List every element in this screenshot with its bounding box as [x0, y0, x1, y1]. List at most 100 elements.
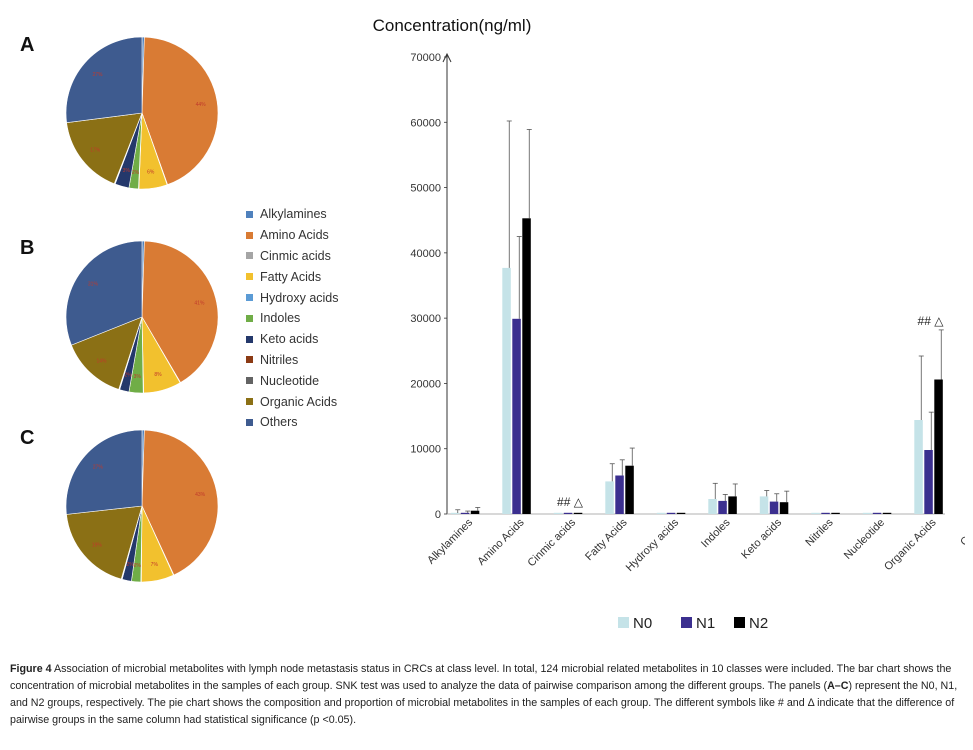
- x-tick-label: Cinmic acids: [526, 516, 579, 569]
- bar: [605, 481, 614, 514]
- legend-swatch: [246, 314, 253, 322]
- legend-item: Alkylamines: [246, 204, 339, 225]
- pie-chart-b: 41% 8% 3%2% 14% 31%: [65, 240, 219, 394]
- bar: [615, 475, 624, 514]
- pie-slice-label: 19%: [92, 542, 103, 548]
- caption-text-1: Association of microbial metabolites wit…: [10, 663, 952, 692]
- bar-legend-label: N2: [749, 615, 768, 632]
- x-tick-label: Indoles: [699, 516, 733, 550]
- legend-swatch: [246, 418, 253, 426]
- legend-swatch: [246, 398, 253, 406]
- legend-swatch: [246, 231, 253, 239]
- pie-slice-label: 31%: [88, 282, 99, 288]
- pie-slice-label: 41%: [194, 300, 205, 306]
- bar-chart: Concentration(ng/ml) 0 10000 20000 30000 4000…: [373, 16, 965, 632]
- legend-label: Indoles: [260, 311, 301, 326]
- bar: [718, 500, 727, 514]
- legend-item: Cinmic acids: [246, 246, 339, 267]
- bar: [779, 502, 789, 514]
- bar: [759, 496, 769, 514]
- pie-slice-label: 6%: [147, 170, 155, 176]
- pie-slice: [65, 36, 143, 123]
- x-tick-label: Alkylamines: [425, 516, 475, 566]
- y-tick-label: 20000: [410, 378, 441, 390]
- legend-item: Amino Acids: [246, 225, 339, 246]
- pie-slice: [66, 112, 143, 185]
- bar: [470, 510, 480, 514]
- bar: [831, 512, 840, 514]
- bar: [573, 512, 583, 514]
- bar: [862, 512, 872, 514]
- pie-slice: [141, 429, 219, 576]
- legend-swatch: [246, 210, 253, 218]
- legend-item: Hydroxy acids: [246, 287, 339, 308]
- figure-caption: Figure 4 Association of microbial metabo…: [10, 661, 962, 729]
- panel-label-b: B: [20, 237, 35, 259]
- legend-swatch: [246, 294, 253, 302]
- bar: [934, 379, 943, 514]
- bar-legend-swatch: [618, 617, 629, 628]
- caption-text-2: ) represent the N0, N1, and N2 groups, r…: [10, 680, 958, 726]
- legend-swatch: [246, 335, 253, 343]
- pie-slice: [66, 505, 143, 580]
- bar: [924, 450, 933, 514]
- pie-slice-label: 44%: [196, 102, 207, 108]
- y-axis-arrow: [442, 52, 452, 63]
- x-tick-label: Nucleotide: [842, 517, 887, 562]
- bar: [460, 512, 470, 514]
- legend-item: Fatty Acids: [246, 266, 339, 287]
- legend-label: Organic Acids: [260, 394, 338, 409]
- pie-slice-label: 27%: [92, 72, 103, 78]
- pie-slice-label: 43%: [195, 492, 206, 498]
- legend-item: Nitriles: [246, 350, 339, 371]
- caption-label: Figure 4: [10, 663, 52, 675]
- pie-slice-label: 2%: [134, 563, 142, 569]
- legend-item: Keto acids: [246, 329, 339, 350]
- legend-swatch: [246, 273, 253, 281]
- y-tick-label: 70000: [410, 52, 441, 64]
- pie-slice-label: 2%: [124, 373, 132, 379]
- legend-item: Others: [246, 412, 339, 433]
- bar: [656, 512, 666, 514]
- pie-slice-label: 14%: [96, 358, 107, 364]
- y-tick-label: 60000: [410, 117, 441, 129]
- bar: [708, 499, 717, 514]
- pie-slice: [71, 316, 143, 390]
- legend-label: Fatty Acids: [260, 269, 322, 284]
- legend-item: Organic Acids: [246, 391, 339, 412]
- panel-label-c: C: [20, 427, 35, 449]
- legend-label: Cinmic acids: [260, 248, 331, 263]
- legend-item: Indoles: [246, 308, 339, 329]
- bar: [563, 512, 573, 514]
- bar: [512, 318, 521, 514]
- legend-item: Nucleotide: [246, 370, 339, 391]
- bar: [728, 496, 737, 514]
- pie-chart-a: 44% 6% 2%3% 17% 27%: [65, 36, 219, 190]
- y-tick-label: 30000: [410, 313, 441, 325]
- x-tick-label: Others: [958, 516, 965, 548]
- bar: [502, 267, 511, 514]
- pie-slice-label: 27%: [93, 465, 104, 471]
- legend-swatch: [246, 377, 253, 385]
- bar-legend-swatch: [681, 617, 692, 628]
- legend-swatch: [246, 356, 253, 364]
- bar: [914, 420, 923, 514]
- pie-slice: [141, 36, 219, 185]
- legend-label: Hydroxy acids: [260, 290, 339, 305]
- pie-slice-label: 3%: [134, 374, 142, 380]
- y-tick-label: 50000: [410, 183, 441, 195]
- bar: [625, 465, 634, 514]
- legend-label: Keto acids: [260, 332, 319, 347]
- pie-slice-label: 2%: [126, 562, 134, 568]
- legend-swatch: [246, 252, 253, 260]
- legend-label: Nitriles: [260, 352, 299, 367]
- pie-slice-label: 17%: [90, 147, 101, 153]
- pie-slice-label: 3%: [123, 168, 131, 174]
- pie-slice-label: 8%: [154, 372, 162, 378]
- pie-slice-label: 7%: [151, 562, 159, 568]
- pie-slice: [141, 240, 219, 383]
- pie-slice-label: 2%: [132, 170, 140, 176]
- x-tick-label: Nitriles: [803, 516, 836, 549]
- bar-legend-swatch: [734, 617, 745, 628]
- bar: [666, 512, 676, 514]
